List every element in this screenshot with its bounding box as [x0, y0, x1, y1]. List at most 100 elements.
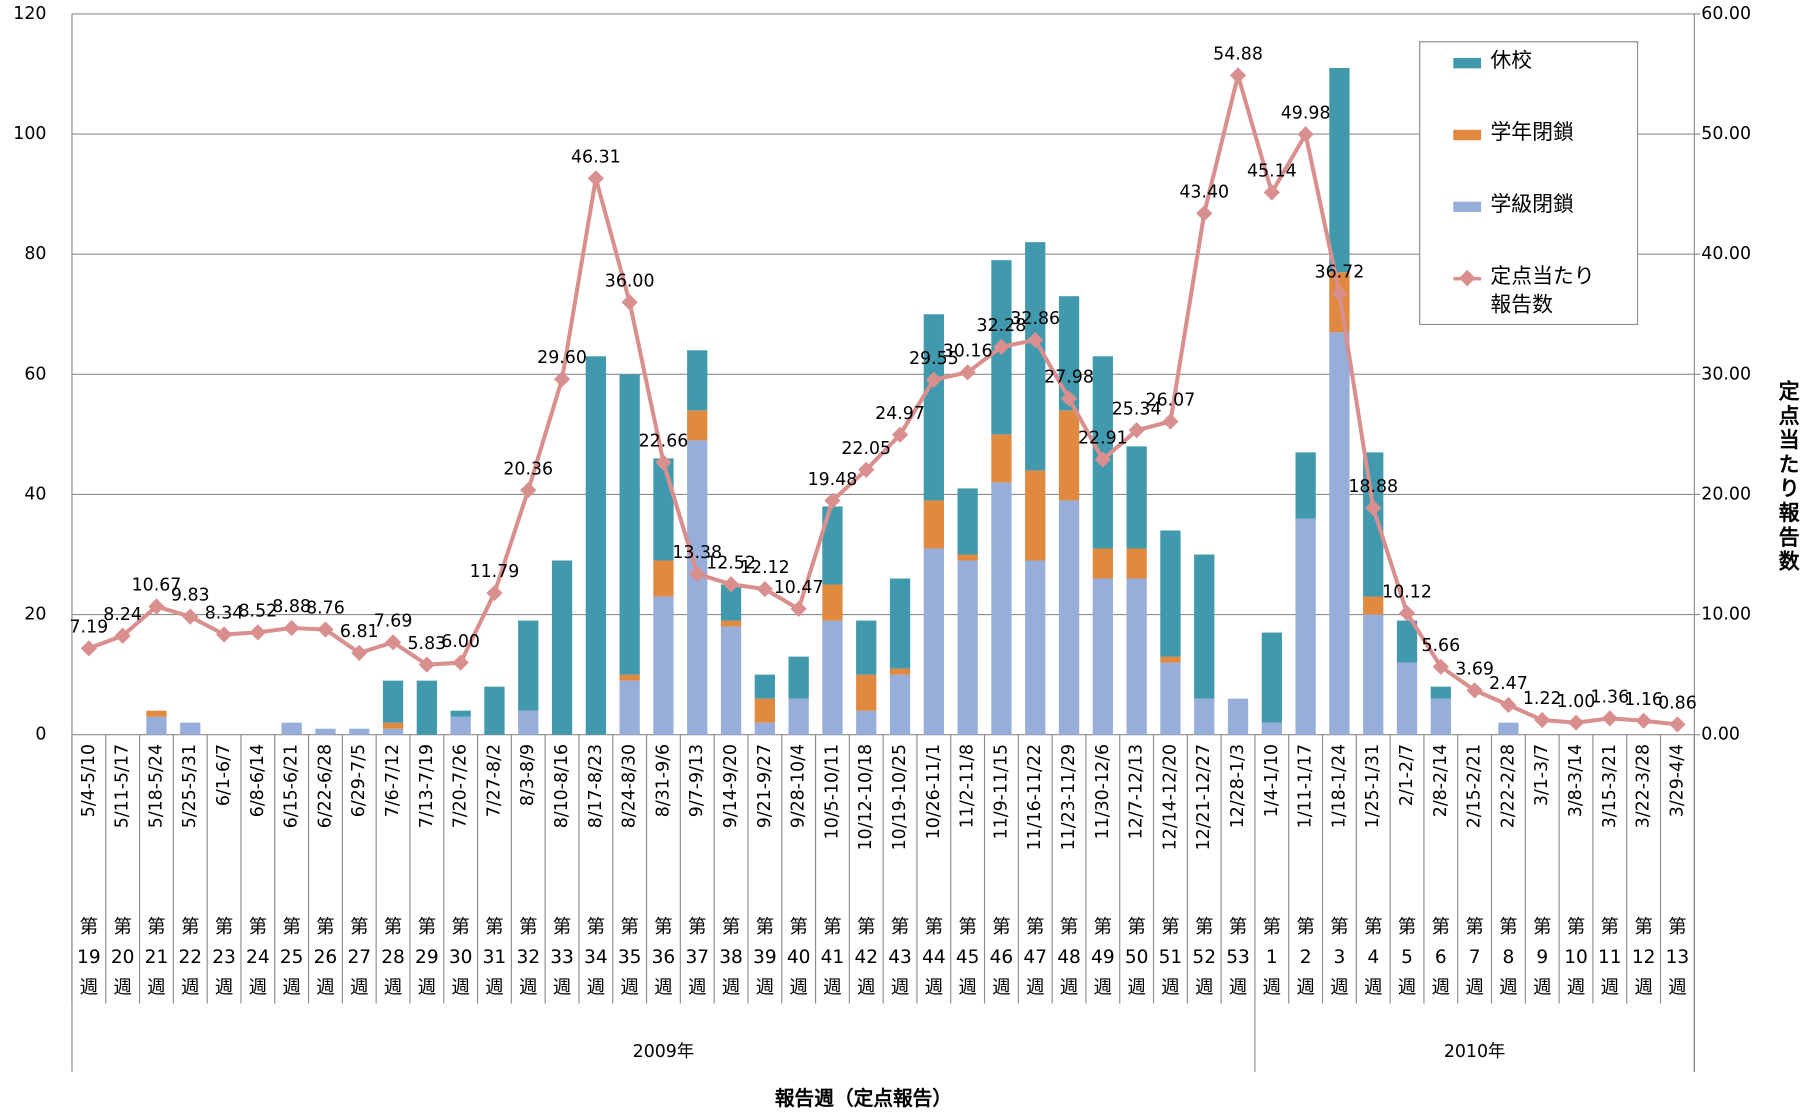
data-label: 22.66	[639, 432, 689, 452]
x-tick-label: 5/4-5/10	[79, 744, 99, 817]
data-label: 1.00	[1557, 692, 1596, 712]
bar-segment	[484, 686, 505, 735]
legend-swatch	[1453, 57, 1482, 69]
x-tick-label: 2/15-2/21	[1465, 744, 1485, 828]
legend-item: 休校	[1421, 50, 1637, 122]
data-label: 32.28	[977, 316, 1027, 336]
line-marker	[317, 621, 334, 638]
data-label: 5.66	[1421, 636, 1460, 656]
line-marker	[925, 371, 942, 388]
y-tick-label: 120	[13, 4, 46, 24]
line-marker	[182, 608, 199, 625]
bar-segment	[687, 350, 708, 411]
line-marker	[655, 454, 672, 471]
bar-segment	[957, 560, 978, 735]
x-axis-title: 報告週（定点報告）	[775, 1087, 952, 1109]
week-label: 第 38 週	[719, 917, 743, 998]
line-marker	[1128, 422, 1145, 439]
data-label: 8.76	[306, 599, 345, 619]
data-label: 20.36	[503, 459, 553, 479]
bar-segment	[856, 620, 877, 675]
x-tick-label: 7/20-7/26	[451, 744, 471, 828]
week-label: 第 35 週	[618, 917, 642, 998]
bar-segment	[1329, 332, 1350, 735]
data-label: 5.83	[408, 634, 447, 654]
x-tick-label: 11/9-11/15	[991, 744, 1011, 839]
x-tick-label: 8/31-9/6	[653, 744, 673, 817]
legend-item: 学級閉鎖	[1421, 192, 1637, 266]
data-label: 36.00	[605, 271, 655, 291]
week-label: 第 32 週	[516, 917, 540, 998]
line-marker	[351, 644, 368, 661]
x-tick-label: 11/23-11/29	[1059, 744, 1079, 850]
line-marker	[1365, 499, 1382, 517]
bar-segment	[1160, 530, 1181, 657]
line-marker	[1263, 184, 1280, 201]
data-label: 10.12	[1382, 582, 1432, 602]
data-label: 25.34	[1112, 399, 1162, 419]
data-label: 22.05	[841, 439, 891, 459]
line-marker	[621, 294, 638, 311]
bar-segment	[1396, 620, 1418, 663]
line-marker	[1669, 716, 1686, 733]
line-marker	[993, 338, 1010, 356]
x-tick-label: 12/21-12/27	[1194, 744, 1214, 850]
line-marker	[1094, 451, 1111, 468]
data-label: 36.72	[1315, 263, 1365, 283]
line-marker	[384, 634, 402, 651]
data-label: 8.52	[239, 601, 278, 621]
legend-swatch	[1453, 269, 1482, 287]
week-label: 第 11 週	[1598, 917, 1622, 998]
bar-segment	[1092, 548, 1113, 579]
x-tick-label: 9/7-9/13	[687, 744, 707, 817]
bar-segment	[687, 410, 708, 441]
data-label: 18.88	[1348, 477, 1398, 497]
week-label: 第 50 週	[1125, 917, 1149, 998]
x-tick-label: 8/3-8/9	[518, 744, 538, 806]
line-marker	[858, 461, 875, 478]
x-tick-label: 10/19-10/25	[890, 744, 910, 850]
data-label: 6.00	[441, 632, 480, 652]
x-tick-label: 11/2-11/8	[958, 744, 978, 828]
bar-segment	[416, 680, 437, 735]
bar-segment	[653, 596, 674, 735]
line-marker	[249, 624, 266, 641]
y-tick-label: 60	[24, 364, 46, 384]
x-tick-label: 11/16-11/22	[1025, 744, 1045, 850]
bar-segment	[1025, 560, 1046, 735]
week-label: 第 25 週	[280, 917, 304, 998]
data-label: 29.60	[537, 348, 587, 368]
line-marker	[148, 598, 165, 615]
line-marker	[1297, 126, 1314, 143]
week-label: 第 39 週	[753, 917, 777, 998]
x-tick-label: 3/29-4/4	[1667, 744, 1687, 817]
line-marker	[1162, 413, 1179, 430]
line-marker	[587, 170, 604, 187]
week-label: 第 24 週	[246, 917, 270, 998]
x-tick-label: 9/21-9/27	[755, 744, 775, 828]
bar-segment	[923, 314, 944, 501]
bar-segment	[991, 482, 1012, 735]
x-tick-label: 2/8-2/14	[1431, 744, 1451, 817]
x-tick-label: 5/11-5/17	[113, 744, 133, 828]
data-label: 13.38	[672, 543, 722, 563]
data-label: 49.98	[1281, 103, 1331, 123]
x-tick-label: 5/18-5/24	[146, 744, 166, 828]
y-tick-label: 20	[24, 605, 46, 625]
week-label: 第 44 週	[922, 917, 946, 998]
line-marker	[1500, 696, 1517, 714]
week-label: 第 21 週	[145, 917, 169, 998]
legend-label: 定点当たり報告数	[1490, 264, 1595, 318]
bar-segment	[788, 656, 809, 699]
bar-segment	[1126, 548, 1147, 579]
y-tick-label: 40	[24, 484, 46, 504]
y2-tick-label: 20.00	[1701, 484, 1751, 504]
week-label: 第 26 週	[314, 917, 338, 998]
bar-segment	[957, 554, 978, 561]
legend-swatch	[1453, 129, 1482, 141]
y2-tick-label: 30.00	[1701, 364, 1751, 384]
x-tick-label: 9/14-9/20	[721, 744, 741, 828]
line-marker	[1229, 67, 1247, 84]
